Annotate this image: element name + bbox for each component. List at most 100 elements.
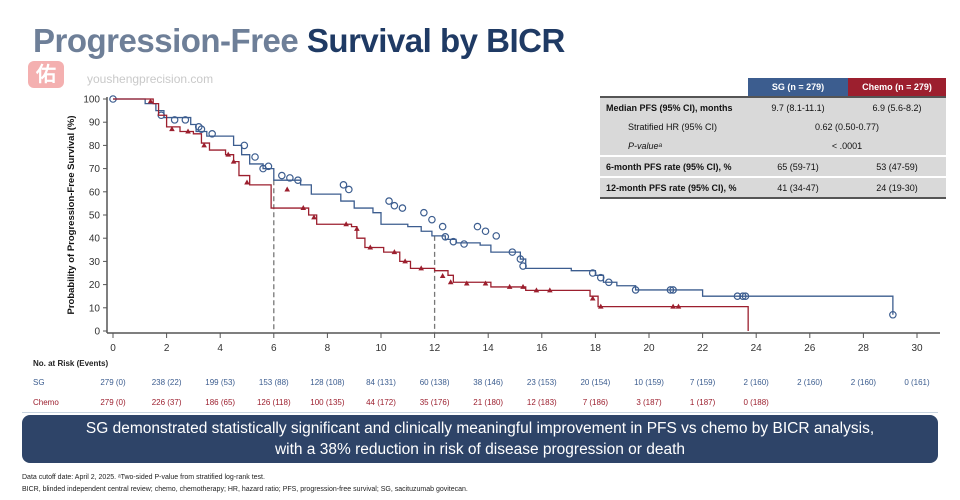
x-tick-label: 8	[325, 343, 331, 354]
sg-at-risk-value: 2 (160)	[743, 378, 769, 387]
y-tick-label: 40	[89, 234, 101, 245]
hr-value: 0.62 (0.50-0.77)	[814, 121, 880, 132]
row-label: Stratified HR (95% CI)	[628, 121, 718, 132]
sg-censor-mark	[286, 174, 294, 182]
chemo-censor-mark	[343, 221, 349, 227]
sg-censor-mark	[278, 171, 286, 180]
sg-censor-mark	[666, 286, 675, 294]
risk-label-chemo: Chemo	[33, 398, 59, 407]
sg-censor-mark	[385, 197, 393, 205]
y-tick-label: 0	[94, 327, 100, 338]
y-tick-label: 80	[89, 141, 101, 152]
sg-value: 65 (59-71)	[777, 161, 819, 172]
banner-line1: SG demonstrated statistically significan…	[85, 420, 875, 437]
sg-at-risk-value: 153 (88)	[258, 378, 289, 387]
sg-censor-mark	[339, 181, 348, 189]
chemo-censor-mark	[169, 126, 175, 132]
table-header: SG (n = 279) Chemo (n = 279)	[600, 78, 946, 96]
conclusion-banner: SG demonstrated statistically significan…	[22, 415, 938, 463]
x-tick-label: 0	[110, 343, 116, 354]
table-row: P-valueᵃ < .0001	[600, 136, 946, 155]
sg-at-risk-value: 2 (160)	[850, 378, 877, 387]
risk-title: No. at Risk (Events)	[33, 359, 109, 368]
header-sg: SG (n = 279)	[748, 78, 848, 96]
chemo-censor-mark	[284, 186, 290, 192]
chemo-censor-mark	[391, 249, 398, 255]
chemo-censor-mark	[670, 303, 676, 309]
watermark-text: youshengprecision.com	[87, 72, 214, 86]
y-tick-label: 50	[89, 211, 101, 222]
sg-censor-mark	[519, 262, 527, 270]
y-tick-label: 90	[89, 118, 101, 129]
x-tick-label: 28	[858, 343, 870, 354]
x-tick-label: 4	[217, 343, 223, 354]
chemo-censor-mark	[463, 280, 470, 286]
y-tick-label: 10	[89, 303, 101, 314]
chemo-censor-mark	[447, 279, 454, 285]
x-tick-label: 30	[911, 343, 923, 354]
sg-censor-mark	[438, 222, 447, 231]
chemo-censor-mark	[244, 179, 250, 185]
x-tick-label: 16	[536, 343, 548, 354]
y-tick-label: 60	[89, 187, 101, 198]
title-part1: Progression-Free	[33, 22, 299, 59]
chemo-censor-mark	[520, 283, 526, 289]
x-tick-label: 14	[483, 343, 495, 354]
y-axis-title: Probability of Progression-Free Survival…	[66, 115, 77, 314]
table-row: 12-month PFS rate (95% CI), % 41 (34-47)…	[600, 176, 946, 197]
chemo-censor-mark	[597, 303, 604, 309]
sg-censor-mark	[240, 141, 249, 150]
sg-censor-mark	[481, 227, 490, 236]
sg-censor-mark	[669, 286, 677, 294]
chemo-censor-mark	[225, 151, 232, 157]
risk-label-sg: SG	[33, 378, 45, 387]
sg-censor-mark	[259, 164, 267, 173]
sg-at-risk-value: 238 (22)	[151, 378, 182, 387]
sg-censor-mark	[251, 153, 259, 161]
header-chemo: Chemo (n = 279)	[848, 78, 946, 96]
sg-censor-mark	[460, 240, 468, 248]
row-label: P-valueᵃ	[628, 140, 662, 151]
sg-at-risk-value: 199 (53)	[205, 378, 236, 387]
chemo-at-risk-value: 3 (187)	[636, 398, 662, 407]
y-tick-label: 100	[83, 95, 100, 106]
chemo-at-risk-value: 21 (180)	[473, 398, 504, 407]
chemo-censor-mark	[201, 142, 207, 148]
summary-table: SG (n = 279) Chemo (n = 279) Median PFS …	[600, 78, 946, 199]
chemo-censor-mark	[675, 303, 682, 309]
chemo-censor-mark	[402, 258, 408, 264]
sg-censor-mark	[170, 116, 179, 124]
sg-censor-mark	[631, 286, 640, 294]
chemo-at-risk-value: 226 (37)	[151, 398, 182, 407]
sg-at-risk-value: 0 (161)	[904, 378, 930, 387]
sg-censor-mark	[889, 310, 897, 319]
chemo-at-risk-value: 126 (118)	[256, 398, 291, 407]
chemo-censor-mark	[589, 295, 596, 301]
sg-censor-mark	[516, 255, 525, 263]
chemo-censor-mark	[147, 98, 154, 104]
sg-censor-mark	[428, 215, 436, 224]
chemo-at-risk-value: 279 (0)	[100, 398, 126, 407]
sg-censor-mark	[390, 201, 399, 210]
chemo-censor-mark	[311, 214, 317, 220]
chemo-at-risk-value: 1 (187)	[689, 398, 716, 407]
chemo-censor-mark	[439, 273, 446, 279]
page-title: Progression-Free Survival by BICR	[33, 24, 565, 58]
sg-censor-mark	[492, 232, 501, 240]
chemo-at-risk-value: 186 (65)	[205, 398, 236, 407]
sg-censor-mark	[449, 237, 458, 246]
sg-censor-mark	[604, 278, 613, 287]
chemo-at-risk-value: 0 (188)	[743, 398, 769, 407]
banner-line2: with a 38% reduction in risk of disease …	[274, 441, 686, 458]
sg-censor-mark	[473, 222, 482, 231]
chemo-censor-mark	[418, 265, 424, 271]
sg-censor-mark	[741, 292, 750, 301]
y-tick-label: 20	[89, 280, 101, 291]
row-label: Median PFS (95% CI), months	[606, 102, 733, 113]
table-row: Median PFS (95% CI), months 9.7 (8.1-11.…	[600, 98, 946, 117]
x-tick-label: 12	[429, 343, 441, 354]
chemo-censor-mark	[354, 225, 360, 231]
sg-censor-mark	[345, 185, 353, 194]
footnote-1: Data cutoff date: April 2, 2025. ᵃTwo-si…	[22, 474, 265, 481]
y-tick-label: 30	[89, 257, 101, 268]
